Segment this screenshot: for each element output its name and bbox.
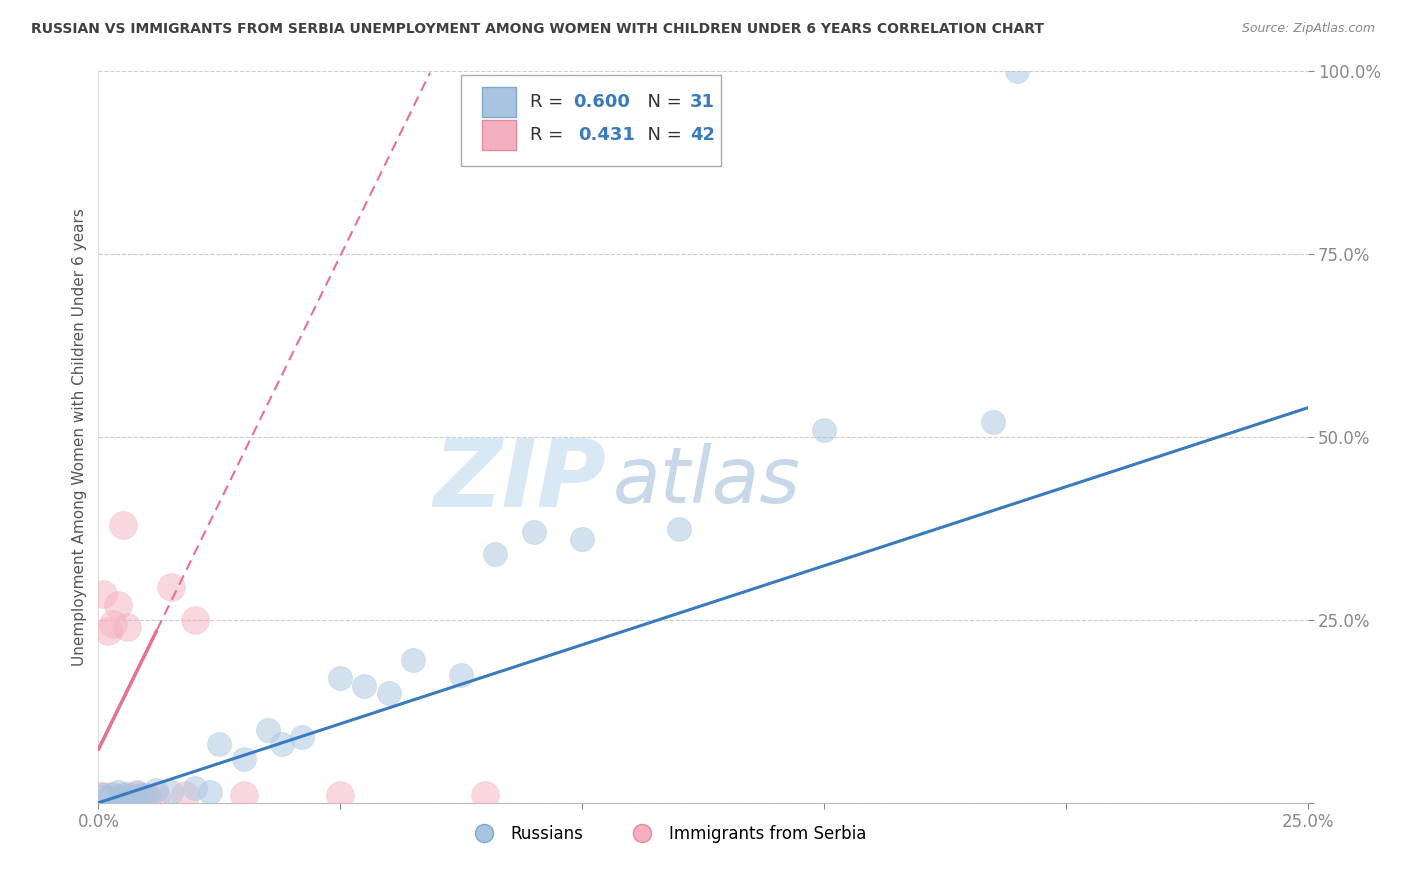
Point — [97, 789, 120, 804]
FancyBboxPatch shape — [482, 120, 516, 150]
Point — [104, 790, 127, 805]
Point — [121, 789, 143, 804]
Text: atlas: atlas — [613, 443, 800, 519]
Point — [93, 787, 115, 801]
Point — [90, 789, 112, 803]
Point — [1007, 64, 1029, 78]
Point — [121, 789, 143, 804]
Point — [98, 790, 121, 805]
Point — [90, 785, 112, 799]
Point — [117, 620, 139, 634]
Point — [107, 599, 129, 613]
Point — [184, 781, 207, 796]
Point — [127, 789, 149, 803]
Text: N =: N = — [637, 126, 688, 144]
Point — [96, 790, 118, 805]
Text: R =: R = — [530, 93, 569, 112]
Point — [450, 667, 472, 681]
FancyBboxPatch shape — [461, 75, 721, 167]
Point — [91, 587, 114, 601]
Point — [184, 613, 207, 627]
Point — [523, 525, 546, 540]
Point — [90, 789, 112, 804]
Point — [98, 786, 121, 800]
Text: N =: N = — [637, 93, 688, 112]
Point — [813, 423, 835, 437]
Point — [232, 752, 254, 766]
Point — [131, 789, 153, 804]
Point — [117, 787, 139, 801]
Point — [127, 785, 149, 799]
Point — [160, 785, 183, 799]
Point — [100, 789, 122, 804]
Point — [329, 672, 352, 686]
Point — [101, 787, 124, 801]
Point — [93, 792, 115, 806]
Point — [271, 737, 294, 751]
Point — [131, 789, 153, 803]
Text: 0.600: 0.600 — [574, 93, 630, 112]
Y-axis label: Unemployment Among Women with Children Under 6 years: Unemployment Among Women with Children U… — [72, 208, 87, 666]
Point — [91, 789, 114, 803]
Point — [105, 788, 128, 802]
Text: 31: 31 — [690, 93, 714, 112]
Text: RUSSIAN VS IMMIGRANTS FROM SERBIA UNEMPLOYMENT AMONG WOMEN WITH CHILDREN UNDER 6: RUSSIAN VS IMMIGRANTS FROM SERBIA UNEMPL… — [31, 22, 1043, 37]
Point — [117, 788, 139, 802]
Point — [93, 786, 115, 800]
Point — [208, 737, 231, 751]
Point — [571, 533, 593, 547]
Point — [484, 547, 506, 561]
Text: Source: ZipAtlas.com: Source: ZipAtlas.com — [1241, 22, 1375, 36]
Point — [160, 580, 183, 594]
Text: ZIP: ZIP — [433, 435, 606, 527]
Point — [232, 789, 254, 803]
Text: R =: R = — [530, 126, 575, 144]
FancyBboxPatch shape — [482, 87, 516, 117]
Point — [97, 791, 120, 805]
Text: 0.431: 0.431 — [578, 126, 636, 144]
Point — [100, 789, 122, 804]
Point — [107, 785, 129, 799]
Point — [103, 790, 125, 805]
Point — [145, 782, 167, 797]
Point — [93, 789, 115, 803]
Point — [111, 790, 134, 805]
Point — [256, 723, 278, 737]
Point — [108, 789, 131, 804]
Point — [111, 517, 134, 532]
Point — [353, 679, 375, 693]
Point — [145, 789, 167, 804]
Point — [98, 789, 121, 804]
Point — [107, 790, 129, 805]
Point — [120, 789, 142, 804]
Point — [402, 653, 425, 667]
Point — [111, 789, 134, 803]
Point — [97, 624, 120, 638]
Point — [112, 791, 135, 805]
Point — [135, 789, 157, 804]
Point — [329, 789, 352, 803]
Point — [96, 789, 118, 804]
Point — [198, 785, 221, 799]
Point — [668, 521, 690, 535]
Point — [290, 730, 312, 744]
Point — [174, 789, 197, 803]
Text: 42: 42 — [690, 126, 714, 144]
Point — [125, 791, 148, 805]
Point — [135, 789, 157, 803]
Point — [101, 616, 124, 631]
Point — [981, 416, 1004, 430]
Legend: Russians, Immigrants from Serbia: Russians, Immigrants from Serbia — [461, 818, 873, 849]
Point — [474, 789, 496, 803]
Point — [377, 686, 399, 700]
